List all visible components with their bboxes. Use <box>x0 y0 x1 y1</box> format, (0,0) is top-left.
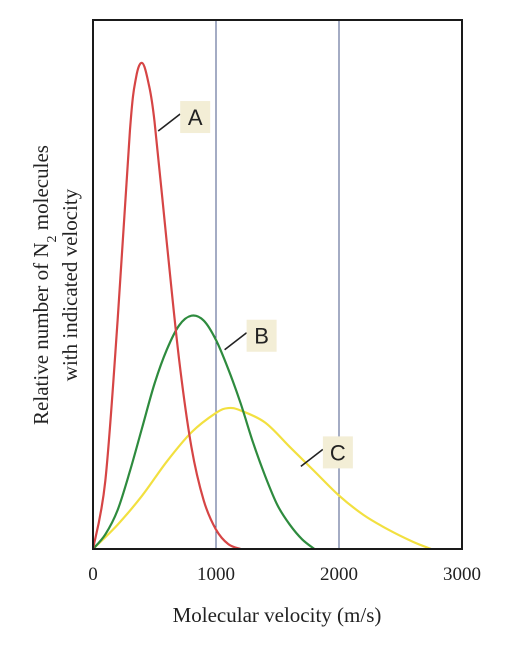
label-b-text: B <box>254 324 269 349</box>
y-axis-label-line1-tail: molecules <box>29 145 53 235</box>
x-tick-label-1000: 1000 <box>197 564 235 585</box>
series-b-curve <box>92 314 316 550</box>
series-layer <box>91 61 432 551</box>
plot-frame <box>92 19 463 550</box>
x-tick-label-3000: 3000 <box>443 564 481 585</box>
y-axis-label-subscript: 2 <box>45 235 60 242</box>
label-c-leader <box>300 448 324 468</box>
y-axis-label-line2: with indicated velocity <box>58 188 82 381</box>
label-a-leader <box>157 113 181 132</box>
series-c-curve <box>92 406 432 551</box>
label-c-text: C <box>330 440 346 465</box>
label-a-box <box>180 101 211 134</box>
x-tick-label-2000: 2000 <box>320 564 358 585</box>
x-tick-label-0: 0 <box>88 564 98 585</box>
y-axis-label-line1-text: Relative number of N <box>29 242 53 425</box>
gridlines <box>215 20 340 549</box>
label-b-box <box>246 319 277 352</box>
curve-labels: A B C <box>157 101 353 469</box>
label-a-text: A <box>188 105 203 130</box>
series-a-curve <box>91 61 242 551</box>
label-c-box <box>322 436 353 469</box>
x-axis-label: Molecular velocity (m/s) <box>173 603 382 627</box>
label-b-leader <box>224 332 248 351</box>
y-axis-label-line1: Relative number of N2 molecules <box>29 145 60 425</box>
x-tick-labels: 0 1000 2000 3000 <box>88 564 481 585</box>
